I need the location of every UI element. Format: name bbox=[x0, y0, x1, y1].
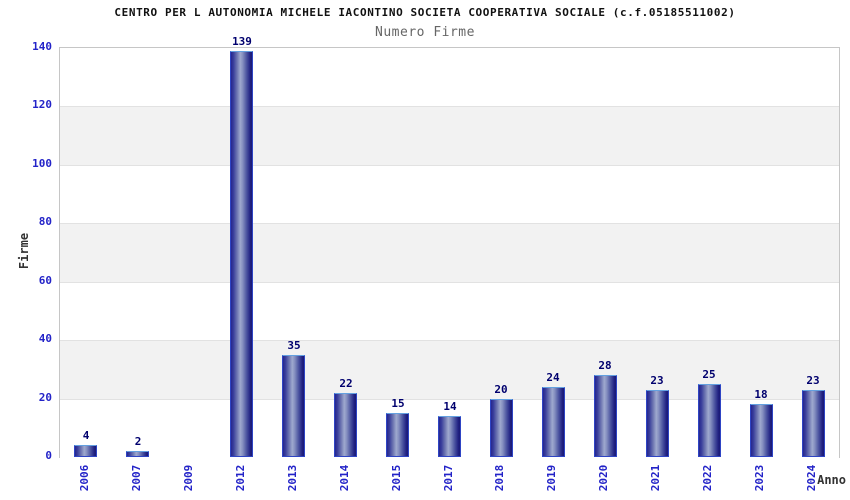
x-tick-label-2012: 2012 bbox=[234, 464, 247, 492]
bar-2021 bbox=[646, 390, 669, 457]
bar-2019 bbox=[542, 387, 565, 457]
bar-2006 bbox=[74, 445, 97, 457]
grid-band bbox=[60, 164, 839, 225]
bar-2015 bbox=[386, 413, 409, 457]
grid-band bbox=[60, 106, 839, 166]
grid-band bbox=[60, 223, 839, 283]
bar-2024 bbox=[802, 390, 825, 457]
bar-value-2006: 4 bbox=[82, 429, 90, 442]
x-tick-label-2007: 2007 bbox=[130, 464, 143, 492]
x-tick-label-2013: 2013 bbox=[286, 464, 299, 492]
y-tick-label: 120 bbox=[32, 98, 52, 111]
x-tick-label-2019: 2019 bbox=[545, 464, 558, 492]
bar-value-2017: 14 bbox=[443, 400, 457, 413]
chart-subtitle: Numero Firme bbox=[375, 25, 475, 40]
bar-value-2024: 23 bbox=[806, 374, 820, 387]
x-tick-label-2023: 2023 bbox=[753, 464, 766, 492]
y-tick-label: 0 bbox=[45, 449, 52, 462]
y-axis-title: Firme bbox=[17, 232, 31, 270]
bar-value-2007: 2 bbox=[134, 435, 142, 448]
y-tick-label: 60 bbox=[38, 274, 52, 287]
bar-2020 bbox=[594, 375, 617, 457]
bar-2022 bbox=[698, 384, 721, 457]
grid-band bbox=[60, 281, 839, 342]
plot-area: 4 2 139 35 22 15 14 20 24 28 23 25 18 23 bbox=[59, 35, 840, 458]
chart-title: CENTRO PER L AUTONOMIA MICHELE IACONTINO… bbox=[114, 6, 736, 19]
x-tick-label-2015: 2015 bbox=[390, 464, 403, 492]
bar-value-2020: 28 bbox=[598, 359, 612, 372]
y-tick-label: 80 bbox=[38, 215, 52, 228]
bar-2014 bbox=[334, 393, 357, 457]
y-tick-label: 40 bbox=[38, 332, 52, 345]
grid-band bbox=[60, 48, 839, 107]
bar-value-2014: 22 bbox=[339, 377, 353, 390]
y-tick-label: 100 bbox=[32, 157, 52, 170]
bar-2007 bbox=[126, 451, 149, 457]
x-tick-label-2014: 2014 bbox=[338, 464, 351, 492]
x-tick-label-2020: 2020 bbox=[597, 464, 610, 492]
bar-value-2015: 15 bbox=[391, 397, 405, 410]
bar-2023 bbox=[750, 404, 773, 457]
bar-value-2021: 23 bbox=[650, 374, 664, 387]
bar-value-2018: 20 bbox=[494, 383, 508, 396]
bar-2018 bbox=[490, 399, 513, 457]
bar-value-2022: 25 bbox=[702, 368, 716, 381]
grid-band bbox=[60, 340, 839, 400]
x-tick-label-2018: 2018 bbox=[493, 464, 506, 492]
bar-value-2023: 18 bbox=[754, 388, 768, 401]
bar-value-2019: 24 bbox=[546, 371, 560, 384]
x-tick-label-2022: 2022 bbox=[701, 464, 714, 492]
x-tick-label-2021: 2021 bbox=[649, 464, 662, 492]
bar-value-2012: 139 bbox=[232, 35, 252, 48]
bar-value-2013: 35 bbox=[287, 339, 301, 352]
bar-2017 bbox=[438, 416, 461, 457]
y-tick-label: 140 bbox=[32, 40, 52, 53]
bar-2012 bbox=[230, 51, 253, 457]
y-tick-label: 20 bbox=[38, 391, 52, 404]
x-tick-label-2006: 2006 bbox=[78, 464, 91, 492]
x-axis-title: Anno bbox=[817, 473, 846, 487]
bar-2013 bbox=[282, 355, 305, 457]
x-tick-label-2017: 2017 bbox=[442, 464, 455, 492]
x-tick-label-2009: 2009 bbox=[182, 464, 195, 492]
